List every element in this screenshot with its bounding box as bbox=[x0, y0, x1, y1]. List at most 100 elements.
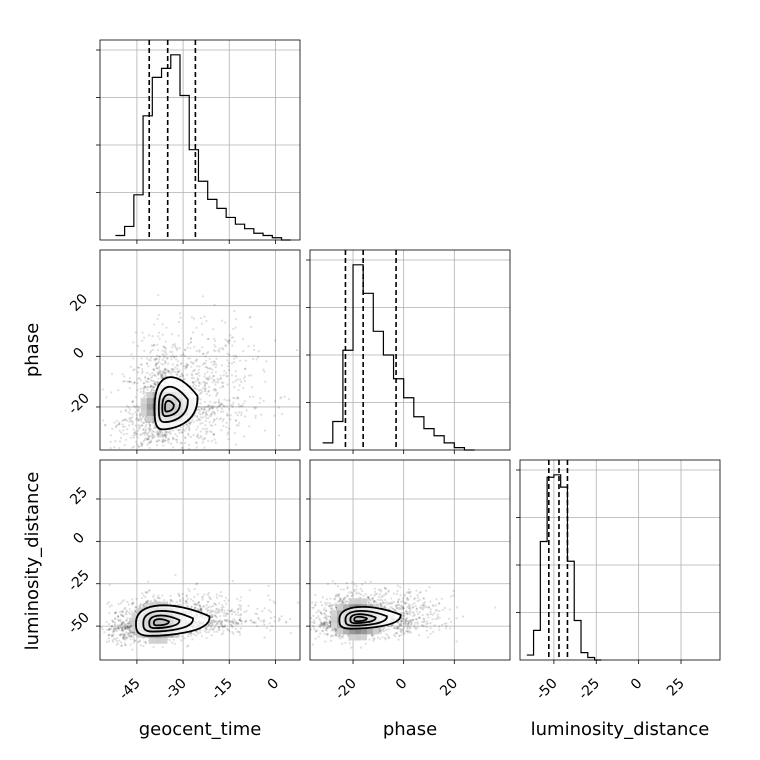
sample-point bbox=[164, 361, 167, 364]
sample-point bbox=[216, 409, 219, 412]
sample-point bbox=[415, 610, 418, 613]
sample-point bbox=[325, 619, 328, 622]
sample-point bbox=[109, 434, 112, 437]
sample-point bbox=[418, 634, 421, 637]
sample-point bbox=[326, 623, 329, 626]
sample-point bbox=[238, 411, 241, 414]
sample-point bbox=[163, 434, 166, 437]
sample-point bbox=[243, 400, 246, 403]
sample-point bbox=[215, 611, 218, 615]
sample-point bbox=[386, 602, 389, 606]
sample-point bbox=[245, 610, 248, 613]
density-cell bbox=[349, 628, 356, 635]
sample-point bbox=[230, 608, 234, 611]
sample-point bbox=[401, 606, 404, 609]
sample-point bbox=[144, 394, 147, 397]
sample-point bbox=[325, 617, 329, 621]
sample-point bbox=[187, 434, 190, 437]
sample-point bbox=[123, 444, 126, 447]
sample-point bbox=[164, 372, 167, 376]
sample-point bbox=[373, 590, 377, 594]
density-cell bbox=[355, 598, 362, 605]
sample-point bbox=[166, 357, 169, 360]
sample-point bbox=[185, 423, 188, 426]
sample-point bbox=[103, 631, 106, 634]
sample-point bbox=[135, 404, 138, 408]
sample-point bbox=[247, 604, 250, 608]
sample-point bbox=[146, 433, 149, 436]
tick-label-phase: 20 bbox=[67, 291, 91, 315]
sample-point bbox=[131, 631, 134, 634]
sample-point bbox=[144, 590, 147, 594]
sample-point bbox=[163, 350, 167, 353]
sample-point bbox=[208, 375, 211, 378]
sample-point bbox=[164, 430, 167, 434]
sample-point bbox=[355, 592, 358, 595]
sample-point bbox=[138, 426, 141, 429]
sample-point bbox=[411, 603, 414, 606]
sample-point bbox=[378, 593, 382, 596]
sample-point bbox=[401, 620, 404, 623]
sample-point bbox=[224, 614, 227, 618]
sample-point bbox=[164, 367, 167, 370]
sample-point bbox=[337, 636, 340, 639]
sample-point bbox=[135, 443, 139, 446]
sample-point bbox=[212, 378, 216, 381]
sample-point bbox=[350, 646, 353, 649]
sample-point bbox=[382, 627, 385, 631]
sample-point bbox=[388, 636, 391, 639]
sample-point bbox=[385, 628, 388, 632]
sample-point bbox=[171, 346, 174, 349]
sample-point bbox=[204, 412, 208, 415]
sample-point bbox=[146, 443, 149, 446]
sample-point bbox=[143, 603, 147, 606]
sample-point bbox=[332, 634, 335, 637]
sample-point bbox=[337, 594, 341, 598]
sample-point bbox=[221, 403, 224, 406]
sample-point bbox=[232, 610, 235, 614]
sample-point bbox=[250, 386, 254, 389]
sample-point bbox=[136, 382, 139, 385]
sample-point bbox=[399, 628, 402, 631]
sample-point bbox=[196, 408, 199, 411]
sample-point bbox=[148, 358, 151, 361]
sample-point bbox=[220, 624, 224, 628]
sample-point bbox=[225, 602, 228, 605]
sample-point bbox=[233, 340, 236, 343]
xlabel-phase: phase bbox=[383, 719, 437, 740]
sample-point bbox=[398, 603, 401, 607]
sample-point bbox=[295, 349, 298, 352]
sample-point bbox=[398, 625, 401, 628]
sample-point bbox=[144, 591, 148, 594]
sample-point bbox=[136, 409, 139, 412]
sample-point bbox=[214, 345, 217, 348]
sample-point bbox=[128, 380, 131, 383]
sample-point bbox=[166, 369, 169, 372]
sample-point bbox=[328, 624, 331, 628]
sample-point bbox=[164, 359, 167, 362]
sample-point bbox=[418, 591, 421, 594]
sample-point bbox=[209, 609, 212, 612]
sample-point bbox=[181, 374, 184, 377]
sample-point bbox=[427, 616, 430, 619]
sample-point bbox=[239, 599, 242, 602]
sample-point bbox=[289, 631, 292, 635]
sample-point bbox=[395, 603, 399, 606]
sample-point bbox=[251, 621, 254, 624]
sample-point bbox=[413, 598, 416, 601]
sample-point bbox=[208, 628, 211, 632]
sample-point bbox=[179, 316, 182, 319]
sample-point bbox=[325, 621, 328, 624]
sample-point bbox=[121, 600, 124, 603]
sample-point bbox=[142, 389, 145, 392]
sample-point bbox=[126, 627, 129, 630]
sample-point bbox=[191, 381, 194, 384]
sample-point bbox=[317, 609, 320, 612]
sample-point bbox=[371, 596, 374, 600]
sample-point bbox=[134, 431, 137, 435]
sample-point bbox=[157, 433, 160, 436]
sample-point bbox=[155, 362, 158, 365]
sample-point bbox=[126, 624, 129, 628]
sample-point bbox=[209, 404, 212, 407]
sample-point bbox=[139, 442, 142, 445]
